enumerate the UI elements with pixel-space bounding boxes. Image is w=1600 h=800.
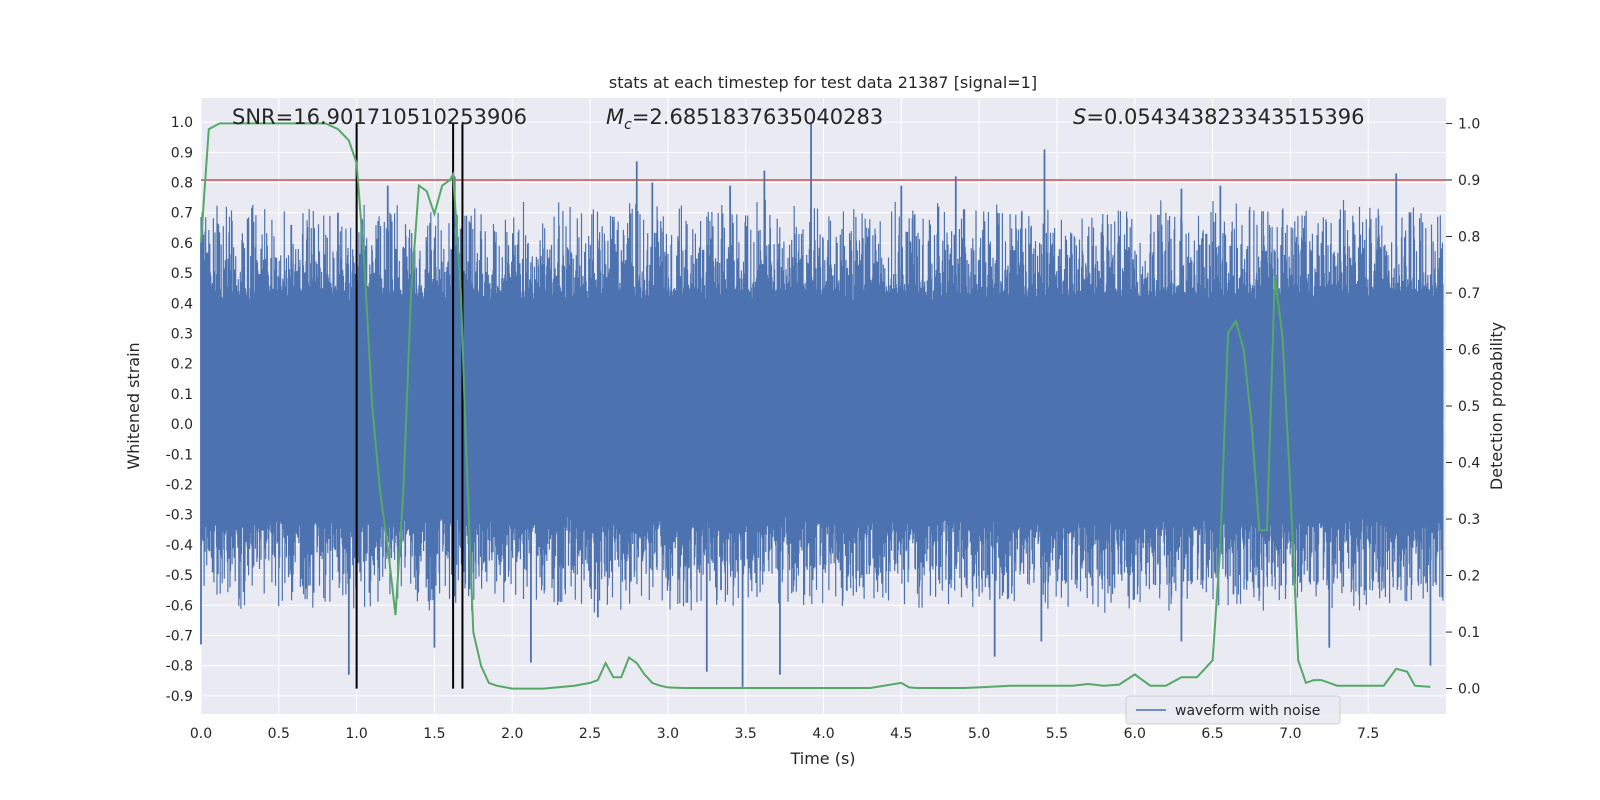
x-tick-label: 0.5 bbox=[268, 726, 290, 742]
y-left-tick-label: -0.8 bbox=[166, 659, 193, 675]
x-tick-label: 7.5 bbox=[1357, 726, 1379, 742]
chirp-mass-subscript: c bbox=[624, 117, 632, 133]
y-right-tick-label: 0.1 bbox=[1458, 625, 1480, 641]
y-left-tick-label: 1.0 bbox=[171, 115, 193, 131]
y-left-tick-label: 0.4 bbox=[171, 296, 193, 312]
marker-lines bbox=[355, 123, 464, 689]
y-left-tick-label: -0.9 bbox=[166, 689, 193, 705]
probability-series bbox=[200, 122, 1431, 690]
x-tick-label: 5.0 bbox=[968, 726, 990, 742]
y-left-tick-label: -0.6 bbox=[166, 598, 193, 614]
y-right-tick-label: 0.8 bbox=[1458, 229, 1480, 245]
y-left-tick-label: 0.7 bbox=[171, 206, 193, 222]
x-tick-label: 0.0 bbox=[190, 726, 212, 742]
legend-box bbox=[1125, 695, 1341, 725]
x-tick-label: 4.5 bbox=[890, 726, 912, 742]
x-tick-label: 7.0 bbox=[1279, 726, 1301, 742]
y-left-tick-label: 0.0 bbox=[171, 417, 193, 433]
s-value: =0.054343823343515396 bbox=[1086, 105, 1364, 129]
x-axis-title: Time (s) bbox=[789, 749, 855, 768]
y-left-tick-label: 0.9 bbox=[171, 145, 193, 161]
x-tick-label: 6.5 bbox=[1201, 726, 1223, 742]
y-left-tick-labels: 1.0 0.9 0.8 0.7 0.6 0.5 0.4 0.3 0.2 0.1 0.0 -0.1 -0.… bbox=[166, 115, 193, 705]
probability-line bbox=[200, 122, 1431, 690]
x-tick-label: 1.0 bbox=[345, 726, 367, 742]
y-right-tick-label: 0.7 bbox=[1458, 286, 1480, 302]
y-left-tick-label: -0.2 bbox=[166, 478, 193, 494]
y-left-tick-label: 0.1 bbox=[171, 387, 193, 403]
y-left-axis-title: Whitened strain bbox=[124, 342, 143, 469]
y-right-tick-label: 0.2 bbox=[1458, 569, 1480, 585]
y-left-tick-label: 0.5 bbox=[171, 266, 193, 282]
chart-title: stats at each timestep for test data 213… bbox=[609, 73, 1037, 92]
s-annotation: S=0.054343823343515396 bbox=[1073, 105, 1364, 129]
x-tick-labels: 0.0 0.5 1.0 1.5 2.0 2.5 3.0 3.5 4.0 4.5 5.0 5.5 6.0 6… bbox=[190, 726, 1379, 742]
snr-annotation: SNR=16.901710510253906 bbox=[232, 105, 527, 129]
y-left-tick-label: -0.3 bbox=[166, 508, 193, 524]
y-right-tick-labels: 1.0 0.9 0.8 0.7 0.6 0.5 0.4 0.3 0.2 0.1 0.0 bbox=[1446, 116, 1480, 698]
waveform-series bbox=[200, 122, 1444, 687]
x-tick-label: 1.5 bbox=[423, 726, 445, 742]
y-right-tick-label: 0.4 bbox=[1458, 456, 1480, 472]
y-right-tick-label: 0.6 bbox=[1458, 342, 1480, 358]
y-left-tick-label: 0.2 bbox=[171, 357, 193, 373]
x-tick-label: 3.0 bbox=[657, 726, 679, 742]
x-tick-label: 5.5 bbox=[1046, 726, 1068, 742]
chirp-mass-annotation: Mc=2.6851837635040283 bbox=[606, 105, 883, 133]
x-tick-label: 4.0 bbox=[812, 726, 834, 742]
legend: waveform with noise bbox=[1125, 695, 1341, 725]
chirp-mass-value: =2.6851837635040283 bbox=[632, 105, 883, 129]
y-right-tick-label: 0.9 bbox=[1458, 173, 1480, 189]
legend-label-waveform: waveform with noise bbox=[1175, 703, 1320, 719]
x-tick-label: 6.0 bbox=[1124, 726, 1146, 742]
x-tick-label: 2.5 bbox=[579, 726, 601, 742]
y-right-tick-label: 0.0 bbox=[1458, 682, 1480, 698]
y-left-tick-label: 0.6 bbox=[171, 236, 193, 252]
y-right-tick-label: 1.0 bbox=[1458, 116, 1480, 132]
y-right-tick-label: 0.3 bbox=[1458, 512, 1480, 528]
y-left-tick-label: -0.5 bbox=[166, 568, 193, 584]
s-symbol: S bbox=[1073, 105, 1086, 129]
chirp-mass-symbol: M bbox=[606, 105, 624, 129]
y-right-tick-label: 0.5 bbox=[1458, 399, 1480, 415]
y-right-axis-title: Detection probability bbox=[1487, 322, 1506, 490]
y-left-tick-label: -0.1 bbox=[166, 447, 193, 463]
y-left-tick-label: -0.4 bbox=[166, 538, 193, 554]
waveform-core bbox=[201, 303, 1443, 515]
x-tick-label: 3.5 bbox=[735, 726, 757, 742]
y-left-tick-label: 0.8 bbox=[171, 176, 193, 192]
x-tick-label: 2.0 bbox=[501, 726, 523, 742]
y-left-tick-label: -0.7 bbox=[166, 628, 193, 644]
y-left-tick-label: 0.3 bbox=[171, 327, 193, 343]
